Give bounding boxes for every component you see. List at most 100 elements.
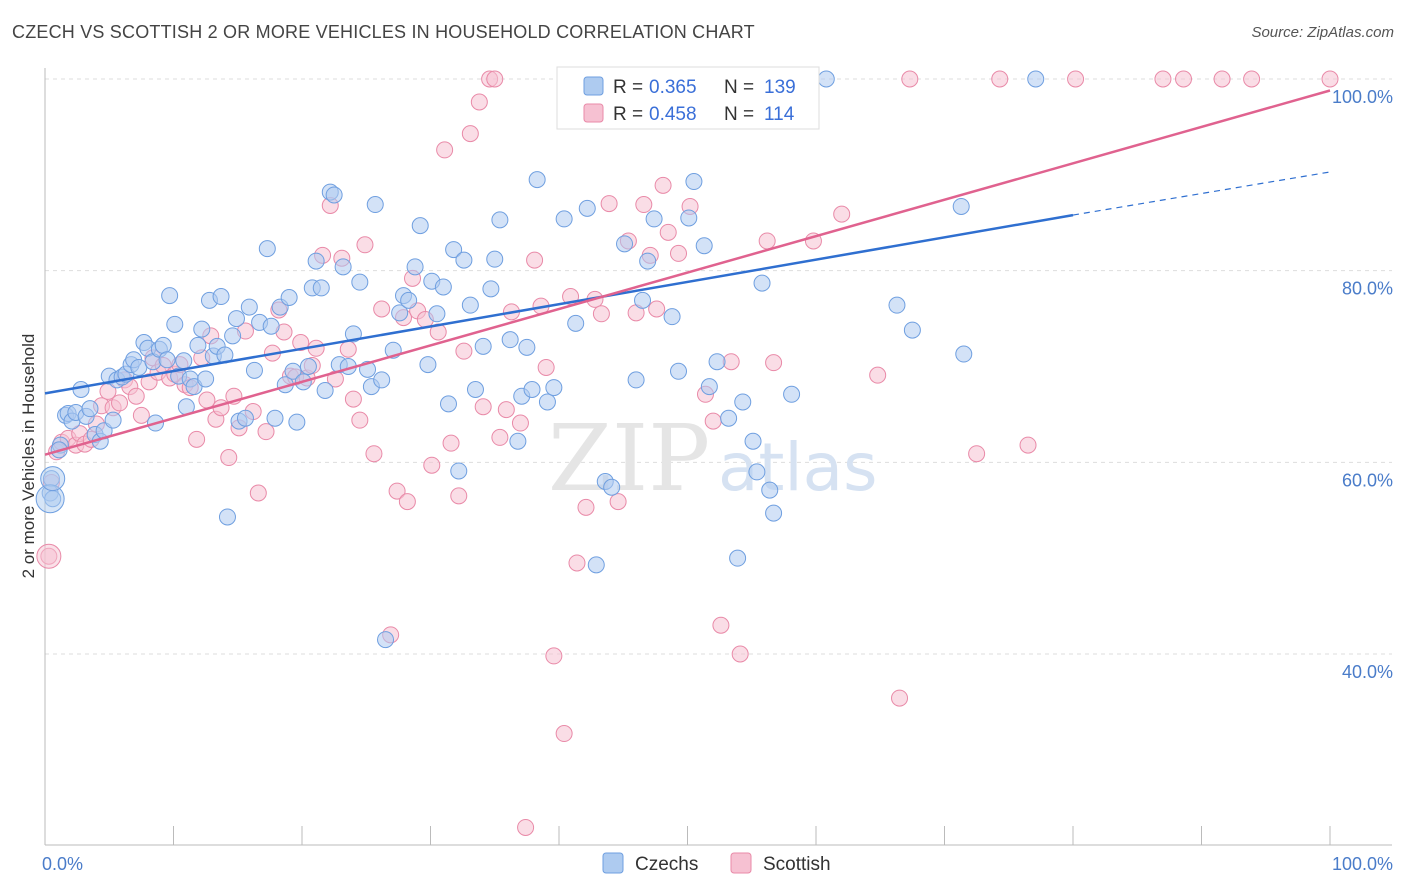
czechs-point — [578, 199, 596, 217]
scottish-point — [891, 689, 909, 707]
czechs-point — [299, 358, 317, 375]
czechs-point — [411, 217, 429, 235]
czechs-point — [325, 186, 343, 204]
scottish-point — [474, 398, 492, 416]
bottom-legend-swatch-scottish — [730, 852, 752, 874]
legend-n-label-czechs: N = — [724, 77, 754, 98]
czechs-point — [695, 237, 713, 255]
scottish-point — [486, 70, 504, 88]
czechs-point — [258, 240, 276, 258]
legend-n-value-scottish: 114 — [764, 104, 795, 125]
czechs-point — [227, 310, 245, 328]
axes — [44, 68, 1392, 846]
czechs-point — [587, 556, 605, 574]
scottish-point — [497, 401, 515, 419]
legend-swatch-scottish — [583, 103, 604, 123]
scottish-point — [659, 223, 677, 241]
scottish-point — [545, 647, 563, 665]
czechs-point — [419, 356, 437, 374]
scottish-point — [758, 232, 776, 250]
scottish-point — [365, 445, 383, 463]
czechs-point — [130, 358, 148, 376]
bottom-legend-czechs: Czechs — [635, 854, 698, 875]
legend-swatch-czechs — [583, 76, 604, 96]
czechs-point — [406, 258, 424, 276]
legend-n-label-scottish: N = — [724, 104, 754, 125]
scottish-point — [423, 456, 441, 474]
bottom-legend-swatch-czechs — [602, 852, 624, 874]
scottish-point — [470, 93, 488, 111]
czechs-point — [518, 338, 536, 356]
czechs-point — [783, 385, 801, 403]
czechs-point — [744, 432, 762, 450]
scottish-point — [132, 406, 150, 424]
czechs-point — [428, 305, 446, 323]
scottish-point — [1067, 70, 1085, 88]
scottish-point — [1243, 70, 1261, 88]
czechs-point — [685, 173, 703, 191]
scottish-point — [1213, 70, 1231, 88]
scottish-point — [555, 725, 573, 743]
scottish-point — [461, 125, 479, 143]
czechs-point — [439, 395, 457, 413]
czechs-point — [445, 241, 463, 259]
scottish-point — [257, 423, 275, 441]
scottish-point — [704, 412, 722, 430]
scottish-point — [833, 205, 851, 223]
watermark-atlas: atlas — [718, 429, 878, 506]
czechs-point — [312, 279, 330, 297]
czechs-point — [161, 287, 179, 305]
czechs-point — [482, 280, 500, 298]
czechs-point — [645, 210, 663, 228]
scottish-point — [344, 390, 362, 408]
scottish-point — [869, 366, 887, 384]
czechs-point — [400, 291, 418, 309]
scottish-point — [968, 445, 986, 463]
scottish-point — [1154, 70, 1172, 88]
czechs-point — [523, 381, 541, 398]
scottish-point — [991, 70, 1009, 88]
legend-n-value-czechs: 139 — [764, 77, 796, 98]
scottish-point — [1175, 70, 1193, 88]
legend-r-label-czechs: R = — [613, 77, 643, 98]
czechs-point — [175, 352, 193, 370]
scottish-point — [188, 430, 206, 448]
scottish-point — [292, 334, 310, 352]
czechs-point — [616, 235, 634, 253]
czechs-point — [288, 413, 306, 431]
czechs-point — [224, 327, 242, 345]
czechs-point — [955, 345, 973, 363]
czechs-point — [729, 549, 747, 567]
scottish-point — [450, 487, 468, 505]
czechs-point — [509, 432, 527, 450]
czechs-point — [40, 466, 66, 492]
czechs-point — [236, 409, 254, 427]
scottish-point — [654, 176, 672, 194]
czechs-point — [761, 481, 779, 499]
scottish-point — [111, 394, 129, 412]
czechs-point — [351, 273, 369, 291]
czechs-point — [708, 353, 726, 371]
czechs-point — [434, 278, 452, 296]
czechs-point — [903, 321, 921, 339]
czechs-point — [377, 631, 395, 649]
scottish-point — [339, 340, 357, 358]
czechs-point — [158, 351, 176, 369]
scottish-point — [600, 195, 618, 213]
scottish-point — [1019, 436, 1037, 454]
czechs-point — [466, 381, 484, 398]
bottom-legend: Czechs Scottish — [602, 852, 831, 875]
czechs-point — [567, 314, 585, 332]
czechs-point — [334, 258, 352, 276]
czechs-point — [316, 381, 334, 399]
watermark-zip: ZIP — [548, 405, 710, 512]
czechs-point — [81, 400, 99, 418]
czechs-point — [663, 308, 681, 326]
czechs-point — [212, 288, 230, 306]
czechs-point — [1027, 70, 1045, 88]
czechs-point — [197, 370, 215, 388]
scottish-point — [511, 414, 529, 432]
scottish-point — [198, 391, 216, 409]
czechs-point — [72, 381, 90, 398]
chart-title: CZECH VS SCOTTISH 2 OR MORE VEHICLES IN … — [12, 22, 755, 42]
